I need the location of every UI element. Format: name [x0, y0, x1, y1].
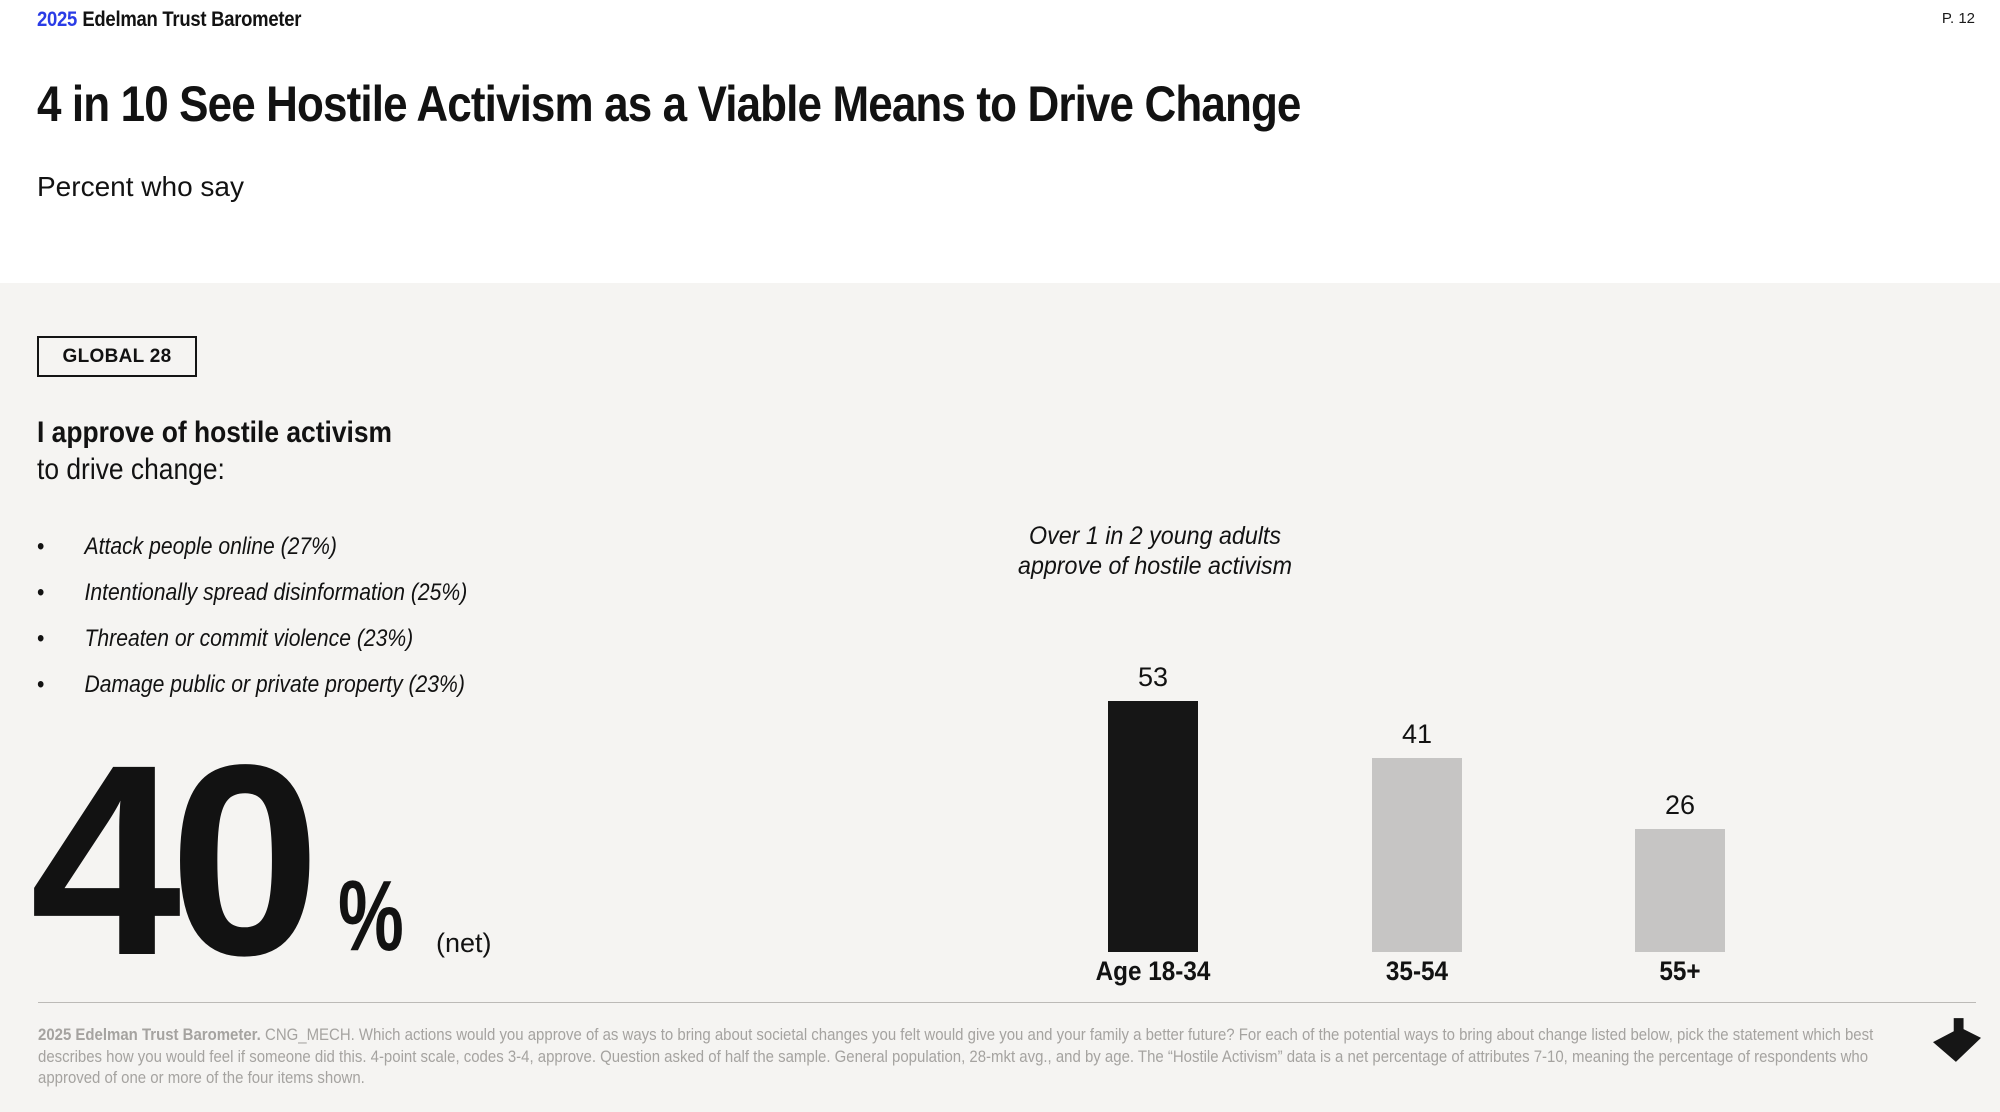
bullet-list: • Attack people online (27%) • Intention… — [37, 524, 467, 708]
page-number: P. 12 — [1941, 10, 1975, 27]
bullet-dot: • — [37, 625, 45, 652]
big-stat-percent-sign: % — [338, 860, 404, 972]
big-stat-net-suffix: (net) — [436, 928, 492, 958]
statement: I approve of hostile activism to drive c… — [37, 414, 392, 488]
list-item: • Damage public or private property (23%… — [37, 662, 467, 708]
statement-line-bold: I approve of hostile activism — [37, 416, 393, 449]
bar-category-label: Age 18-34 — [1095, 956, 1211, 986]
footer-divider — [38, 1002, 1976, 1003]
brand-logo: 2025 Edelman Trust Barometer — [37, 8, 301, 32]
bullet-text: Damage public or private property (23%) — [84, 671, 465, 698]
bullet-dot: • — [37, 533, 45, 560]
bullet-text: Threaten or commit violence (23%) — [84, 625, 414, 652]
annotation-line: Over 1 in 2 young adults — [1028, 522, 1282, 550]
bullet-text: Attack people online (27%) — [84, 533, 337, 560]
footnote-text: CNG_MECH. Which actions would you approv… — [38, 1025, 1874, 1087]
list-item: • Intentionally spread disinformation (2… — [37, 570, 467, 616]
big-stat-value: 40 — [30, 708, 321, 1012]
footnote-source: 2025 Edelman Trust Barometer. — [38, 1025, 261, 1044]
list-item: • Threaten or commit violence (23%) — [37, 616, 467, 662]
bar-55- — [1635, 829, 1725, 952]
bar-category-label: 35-54 — [1385, 956, 1449, 986]
bar-value-label: 26 — [1664, 790, 1696, 820]
list-item: • Attack people online (27%) — [37, 524, 467, 570]
page-title: 4 in 10 See Hostile Activism as a Viable… — [37, 76, 1301, 132]
bar-age-18-34 — [1108, 701, 1198, 952]
bullet-text: Intentionally spread disinformation (25%… — [84, 579, 468, 606]
global-28-badge: GLOBAL 28 — [37, 336, 197, 377]
statement-line-regular: to drive change: — [37, 453, 225, 486]
chart-annotation: Over 1 in 2 young adults approve of host… — [1018, 521, 1292, 581]
bar-value-label: 41 — [1401, 719, 1433, 749]
logo-name: Edelman Trust Barometer — [82, 8, 302, 31]
bar-category-label: 55+ — [1659, 956, 1701, 986]
bullet-dot: • — [37, 579, 45, 606]
logo-year: 2025 — [37, 8, 78, 31]
bar-35-54 — [1372, 758, 1462, 952]
content-panel — [0, 283, 2000, 1112]
next-page-button[interactable] — [1933, 1018, 1981, 1064]
annotation-line: approve of hostile activism — [1018, 552, 1292, 580]
bar-value-label: 53 — [1137, 662, 1169, 692]
page-subtitle: Percent who say — [37, 171, 244, 202]
footnote: 2025 Edelman Trust Barometer. CNG_MECH. … — [38, 1024, 1895, 1089]
bullet-dot: • — [37, 671, 45, 698]
next-arrow-icon — [1933, 1018, 1981, 1062]
